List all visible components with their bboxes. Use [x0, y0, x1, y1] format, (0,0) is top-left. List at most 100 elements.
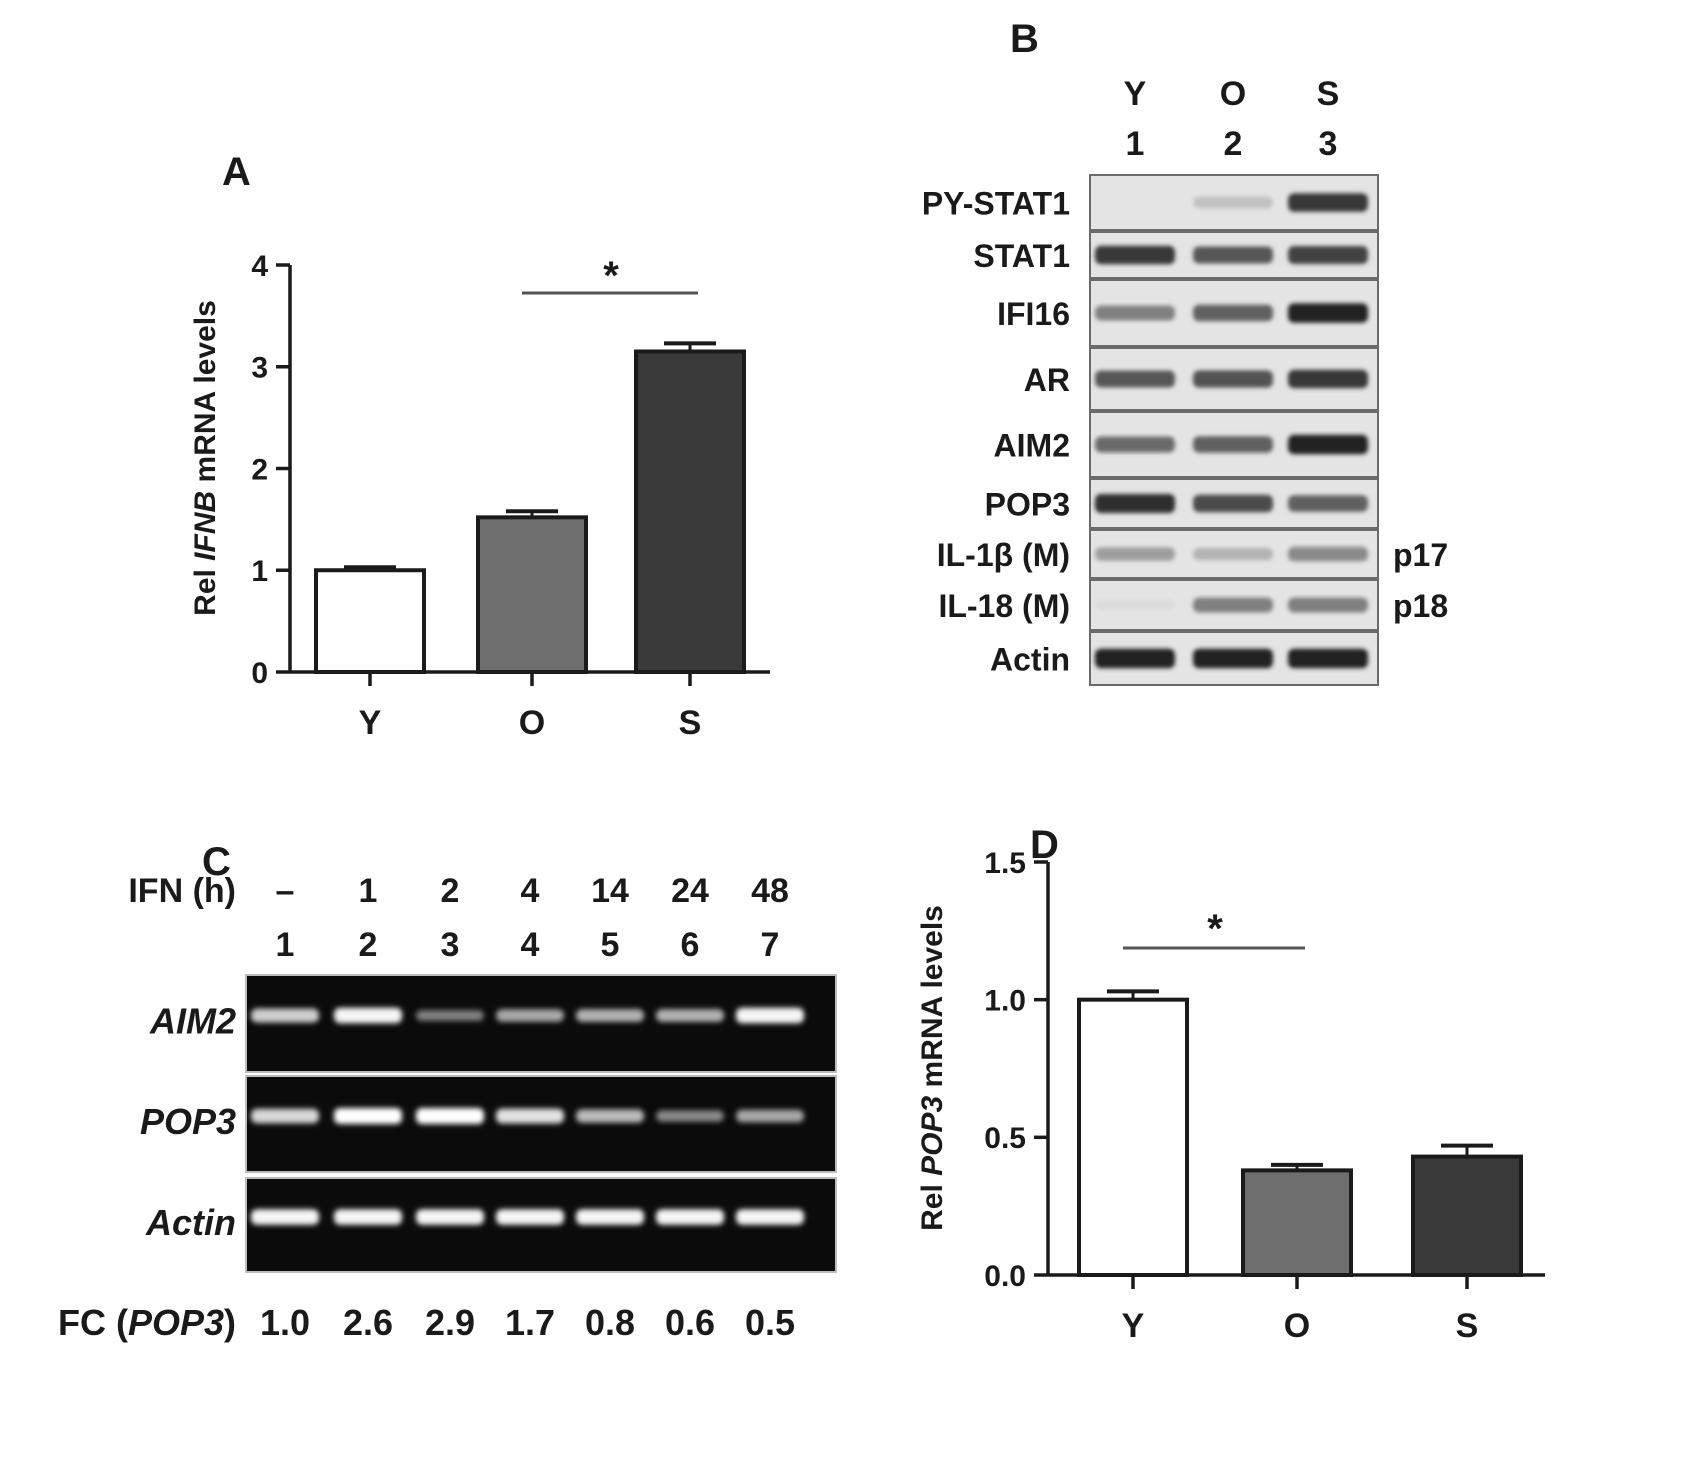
fc-value: 1.7 — [505, 1302, 555, 1343]
fc-value: 0.8 — [585, 1302, 635, 1343]
gel-row-label: AIM2 — [149, 1001, 236, 1042]
x-tick-label: Y — [1122, 1307, 1145, 1345]
lane-number: 2 — [359, 926, 378, 964]
lane-number: 2 — [1224, 125, 1243, 163]
x-tick-label: O — [519, 704, 545, 742]
blot-band — [1095, 599, 1175, 611]
y-tick-label: 1 — [251, 555, 268, 588]
significance-star: * — [1207, 907, 1223, 951]
blot-band — [1288, 193, 1368, 212]
blot-band — [1288, 597, 1368, 613]
blot-row-label: IL-1β (M) — [937, 537, 1070, 573]
panel-a: A 0 1 2 3 4 Rel IFNB mRNA levels Y O S * — [189, 150, 770, 742]
gel-band — [334, 1007, 402, 1024]
blot-side-label: p18 — [1393, 588, 1448, 624]
gel-strip — [245, 1075, 837, 1173]
gel-band — [496, 1209, 564, 1225]
y-axis-label-part: Rel — [189, 561, 222, 616]
panel-b: B Y O S 1 2 3 PY-STAT1 STAT1 IFI16 AR AIM2 POP3 IL-1… — [922, 17, 1448, 686]
blot-band — [1288, 546, 1368, 562]
fc-value: 0.5 — [745, 1302, 795, 1343]
fc-label: FC (POP3) — [58, 1302, 236, 1343]
blot-band — [1095, 436, 1175, 453]
x-tick-label: S — [1456, 1307, 1479, 1345]
gel-band — [496, 1108, 564, 1124]
lane-number: 4 — [521, 926, 540, 964]
blot-band — [1193, 648, 1273, 669]
timepoint-label: 4 — [521, 872, 540, 910]
blot-row-label: POP3 — [985, 487, 1070, 523]
lane-number: 1 — [276, 926, 295, 964]
y-tick-label: 4 — [251, 250, 268, 283]
fc-label-part: ) — [224, 1302, 236, 1343]
significance-star: * — [603, 254, 619, 298]
lane-number: 5 — [601, 926, 620, 964]
gel-band — [736, 1007, 804, 1024]
gel-band — [251, 1209, 319, 1225]
timepoint-label: 14 — [591, 872, 629, 910]
blot-band — [1095, 245, 1175, 265]
y-axis-label-gene: IFNB — [189, 491, 222, 561]
panel-c: C IFN (h) –1 2 4 14 24 481 2 3 4 5 6 7AIM2POP3ActinF… — [58, 840, 837, 1343]
panel-d: D 0.0 0.5 1.0 1.5 Rel POP3 mRNA levels Y O S * — [916, 823, 1545, 1345]
blot-row-label: IL-18 (M) — [938, 588, 1070, 624]
blot-band — [1193, 304, 1273, 322]
gel-row-label: Actin — [145, 1202, 236, 1243]
gel-strip — [245, 974, 837, 1073]
lane-number: 1 — [1126, 125, 1145, 163]
blot-side-label: p17 — [1393, 537, 1448, 573]
timepoint-label: 1 — [359, 872, 378, 910]
blot-band — [1193, 547, 1273, 561]
lane-group-label: Y — [1124, 75, 1147, 113]
blot-band — [1095, 370, 1175, 388]
panel-d-letter: D — [1030, 823, 1059, 867]
panel-c-gel: IFN (h) –1 2 4 14 24 481 2 3 4 5 6 7AIM2POP3ActinFC … — [58, 872, 837, 1343]
fc-value: 1.0 — [260, 1302, 310, 1343]
blot-row-label: PY-STAT1 — [922, 186, 1070, 222]
gel-band — [416, 1108, 484, 1124]
y-tick-label: 0 — [251, 657, 268, 690]
gel-band — [736, 1209, 804, 1225]
panel-a-chart: 0 1 2 3 4 Rel IFNB mRNA levels Y O S * — [189, 250, 770, 742]
y-tick-label: 2 — [251, 453, 268, 486]
y-axis-label-part: Rel — [916, 1176, 949, 1231]
y-axis-label-gene: POP3 — [916, 1095, 949, 1175]
blot-row-label: AR — [1024, 362, 1070, 398]
panel-c-letter: C — [202, 840, 231, 884]
gel-band — [416, 1010, 484, 1021]
timepoint-label: – — [276, 872, 295, 910]
y-axis-label-part: mRNA levels — [189, 300, 222, 491]
timepoint-label: 48 — [751, 872, 789, 910]
x-tick-label: Y — [359, 704, 382, 742]
bar-O — [476, 515, 588, 675]
blot-band — [1193, 494, 1273, 513]
blot-band — [1095, 305, 1175, 321]
bar-O — [1241, 1168, 1353, 1277]
gel-band — [576, 1109, 644, 1123]
gel-band — [416, 1209, 484, 1225]
lane-number: 7 — [761, 926, 780, 964]
bar-S — [634, 349, 746, 674]
lane-group-label: O — [1220, 75, 1246, 113]
gel-band — [656, 1209, 724, 1225]
fc-label-part: FC ( — [58, 1302, 128, 1343]
bar-Y — [1077, 997, 1189, 1278]
blot-band — [1288, 648, 1368, 669]
gel-strip — [245, 1177, 837, 1273]
blot-band — [1095, 648, 1175, 669]
fc-value: 2.6 — [343, 1302, 393, 1343]
x-tick-label: O — [1284, 1307, 1310, 1345]
gel-band — [496, 1009, 564, 1022]
panel-a-letter: A — [222, 150, 251, 194]
x-tick-label: S — [679, 704, 702, 742]
panel-d-chart: 0.0 0.5 1.0 1.5 Rel POP3 mRNA levels Y O S * — [916, 847, 1545, 1345]
blot-band — [1095, 547, 1175, 561]
y-tick-label: 0.0 — [984, 1260, 1026, 1293]
blot-band — [1288, 303, 1368, 323]
blot-band — [1193, 597, 1273, 613]
bar-S — [1411, 1154, 1523, 1278]
lane-number: 3 — [441, 926, 460, 964]
blot-band — [1095, 494, 1175, 513]
gel-band — [576, 1209, 644, 1225]
